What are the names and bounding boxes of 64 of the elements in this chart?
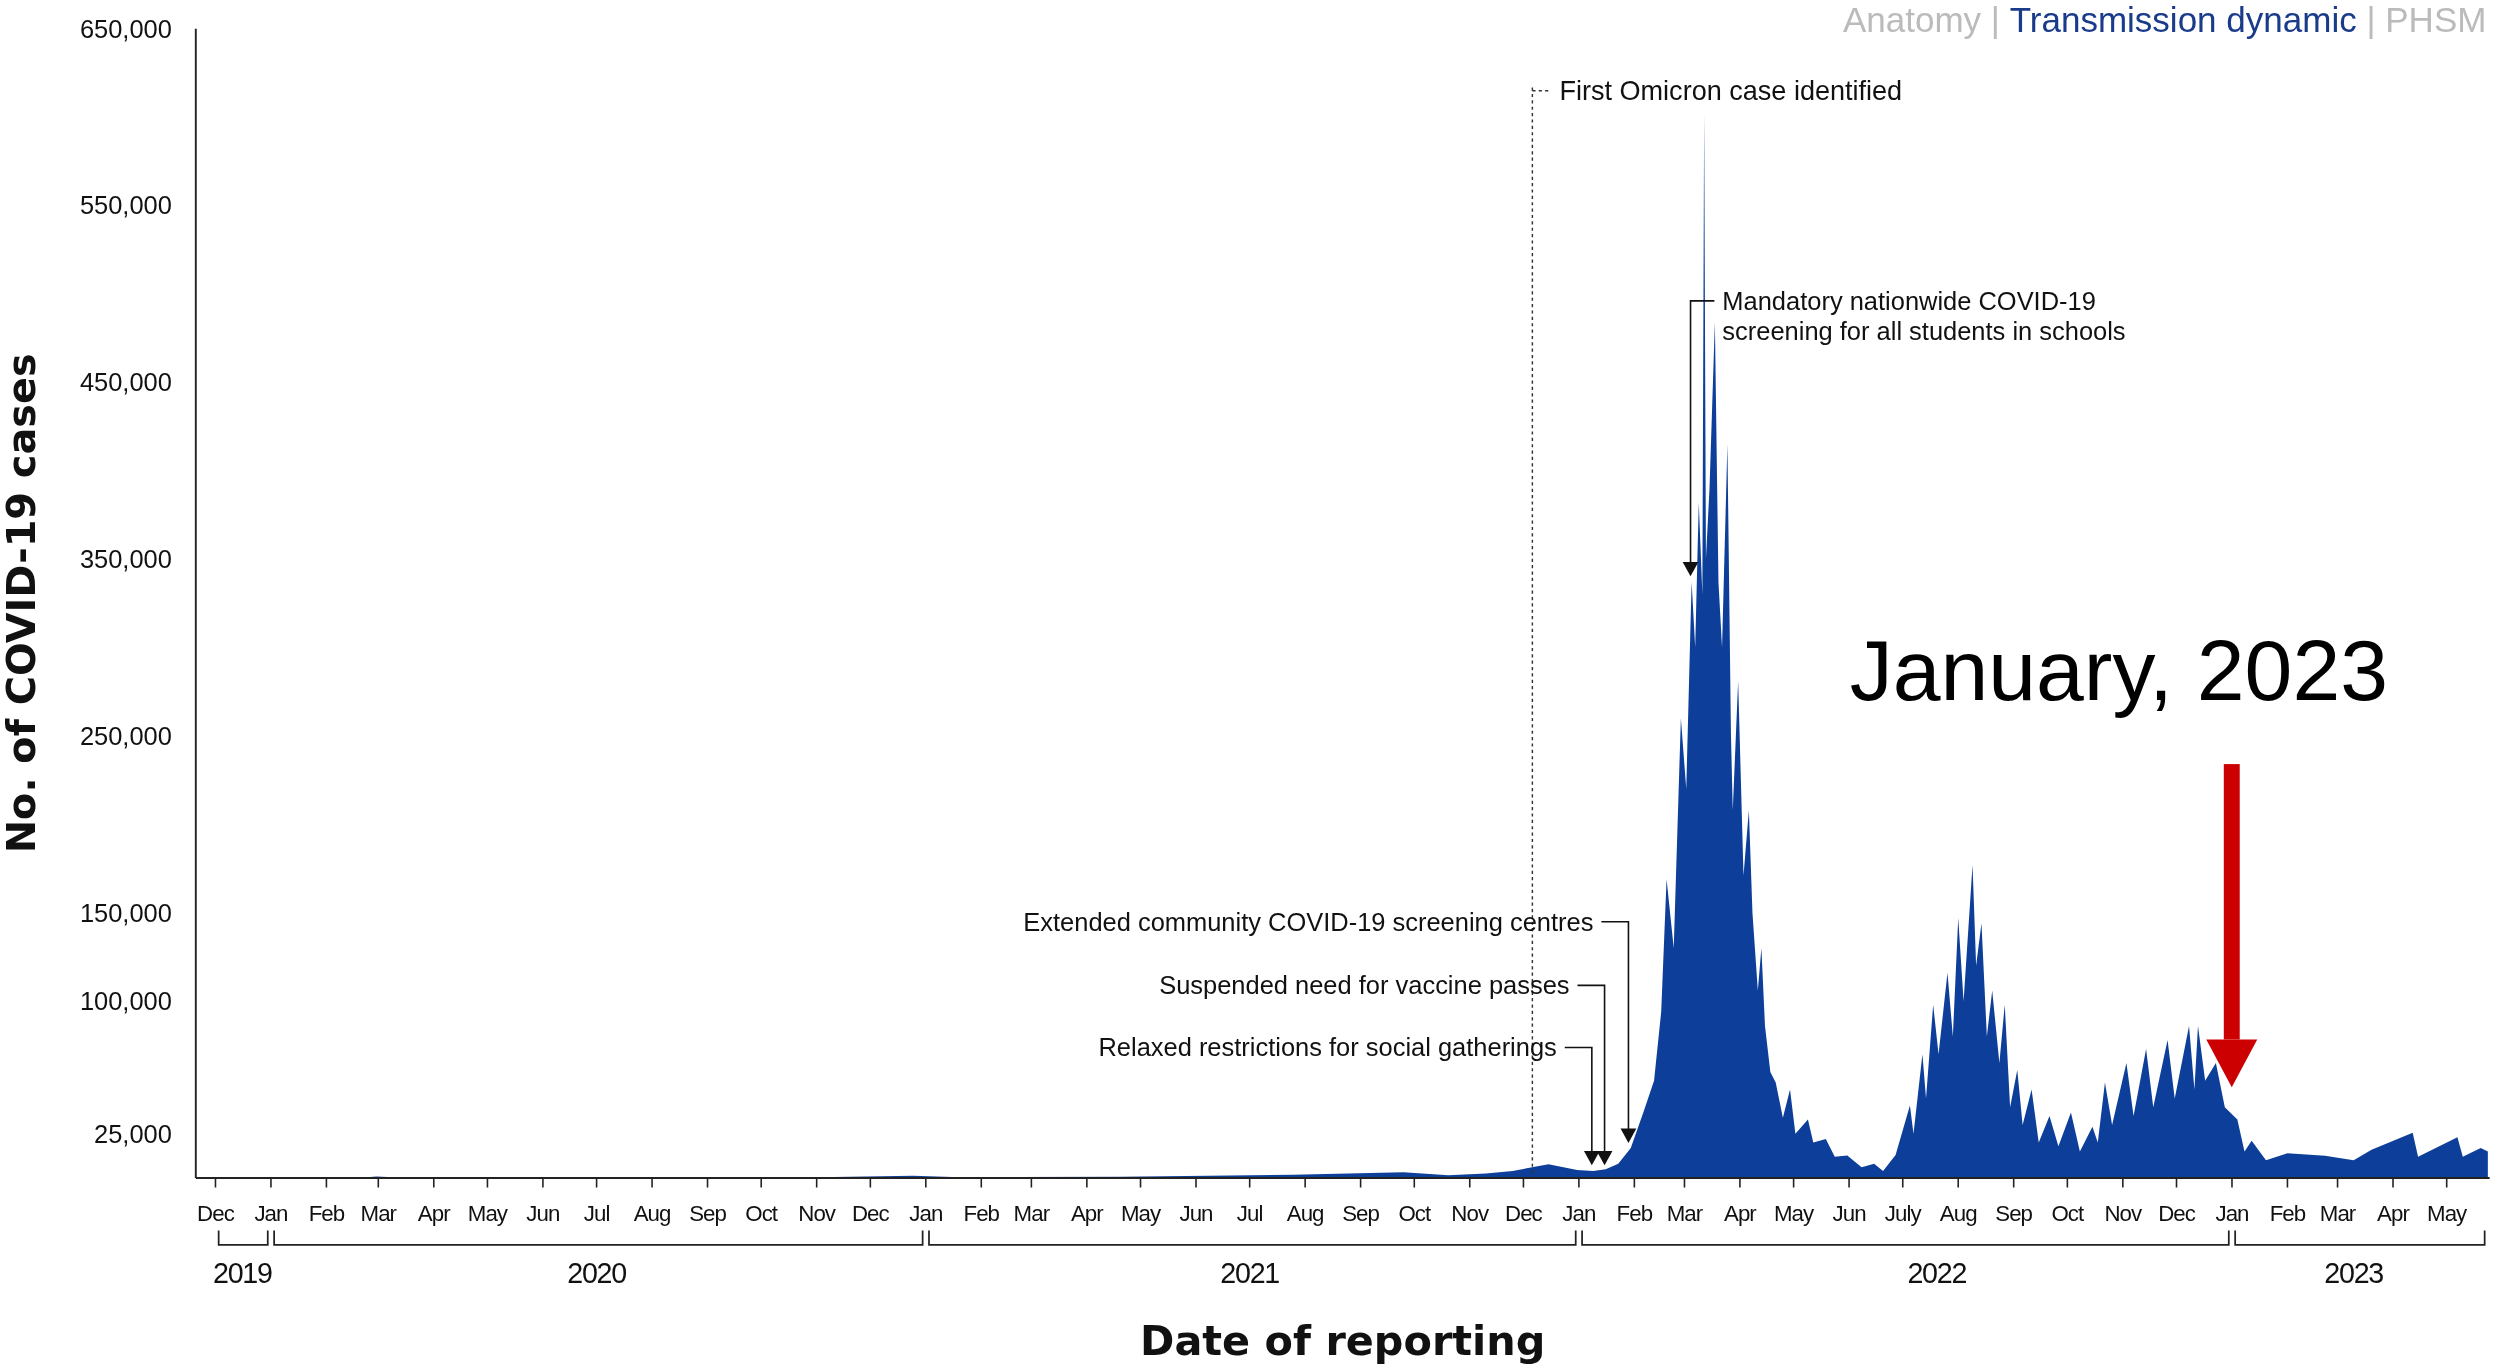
y-tick-label: 100,000 [79, 987, 172, 1016]
x2-tick-label: 2019 [213, 1257, 272, 1290]
x-tick-label: Jan [254, 1200, 288, 1226]
x2-tick-label: 2020 [567, 1257, 627, 1290]
x-tick-label: Dec [851, 1200, 890, 1226]
x-tick-label: Oct [745, 1200, 779, 1226]
x-tick-label: Oct [1398, 1200, 1432, 1226]
x-tick-label: Apr [417, 1200, 452, 1226]
x-tick-label: Feb [2269, 1200, 2306, 1226]
y-tick-label: 650,000 [79, 14, 172, 43]
x-tick-label: Dec [197, 1200, 235, 1226]
x-tick-label: Sep [1342, 1200, 1380, 1226]
x-tick-label: May [2427, 1200, 2469, 1226]
y-axis-title: No. of COVID-19 cases [0, 353, 45, 854]
x-tick-label: May [1120, 1200, 1162, 1226]
x-tick-label: Feb [963, 1200, 1000, 1226]
x-tick-label: May [1774, 1200, 1816, 1226]
y-tick-label: 250,000 [79, 721, 172, 750]
x-tick-label: Nov [798, 1200, 837, 1226]
x-tick-label: Nov [2104, 1200, 2144, 1226]
x-tick-label: Jan [1562, 1200, 1596, 1226]
x-tick-label: Feb [308, 1200, 345, 1226]
x-tick-label: Aug [1939, 1200, 1977, 1226]
x-tick-label: July [1884, 1200, 1923, 1226]
x-tick-label: Mar [360, 1200, 398, 1226]
x-tick-label: Sep [689, 1200, 727, 1226]
annotation: January, 2023 [1849, 622, 2389, 719]
x-tick-label: Mar [2319, 1200, 2357, 1226]
x-tick-label: Jun [1179, 1200, 1213, 1226]
x-tick-label: Oct [2051, 1200, 2086, 1226]
annotation: Extended community COVID-19 screening centres [1023, 907, 1594, 936]
x-tick-label: Jul [1236, 1200, 1263, 1226]
x-tick-label: Apr [2377, 1200, 2411, 1226]
x2-tick-label: 2021 [1220, 1257, 1280, 1290]
x-tick-label: Mar [1666, 1200, 1704, 1226]
x-tick-label: Jan [2215, 1200, 2249, 1226]
x-tick-label: Dec [2158, 1200, 2196, 1226]
x-tick-label: Aug [1286, 1200, 1324, 1226]
x-axis-title: Date of reporting [1140, 1316, 1546, 1365]
x-tick-label: Feb [1616, 1200, 1653, 1226]
chart-subtitle: Anatomy | Transmission dynamic | PHSM [1842, 0, 2487, 39]
annotation: Suspended need for vaccine passes [1159, 971, 1570, 1000]
y-tick-label: 350,000 [79, 545, 172, 574]
x-tick-label: Aug [633, 1200, 671, 1226]
x-tick-label: Jun [526, 1200, 560, 1226]
x2-tick-label: 2022 [1907, 1257, 1967, 1290]
x-tick-label: May [467, 1200, 509, 1226]
y-tick-label: 550,000 [79, 191, 172, 220]
x-tick-label: Sep [1995, 1200, 2033, 1226]
y-tick-label: 150,000 [79, 898, 172, 927]
x-tick-label: Apr [1070, 1200, 1105, 1226]
y-tick-label: 450,000 [79, 368, 172, 397]
ref-line-label: First Omicron case identified [1559, 76, 1903, 107]
x-tick-label: Nov [1451, 1200, 1490, 1226]
annotation: Mandatory nationwide COVID-19 screening for all students in schools [1722, 286, 2126, 346]
x-tick-label: Jul [583, 1200, 610, 1226]
x-tick-label: Apr [1724, 1200, 1758, 1226]
x-tick-label: Mar [1013, 1200, 1051, 1226]
x2-tick-label: 2023 [2324, 1257, 2384, 1290]
x-tick-label: Jun [1832, 1200, 1866, 1226]
x-tick-label: Jan [909, 1200, 943, 1226]
x-tick-label: Dec [1505, 1200, 1543, 1226]
annotation: Relaxed restrictions for social gatherings [1098, 1033, 1557, 1062]
y-tick-label: 25,000 [94, 1119, 172, 1148]
